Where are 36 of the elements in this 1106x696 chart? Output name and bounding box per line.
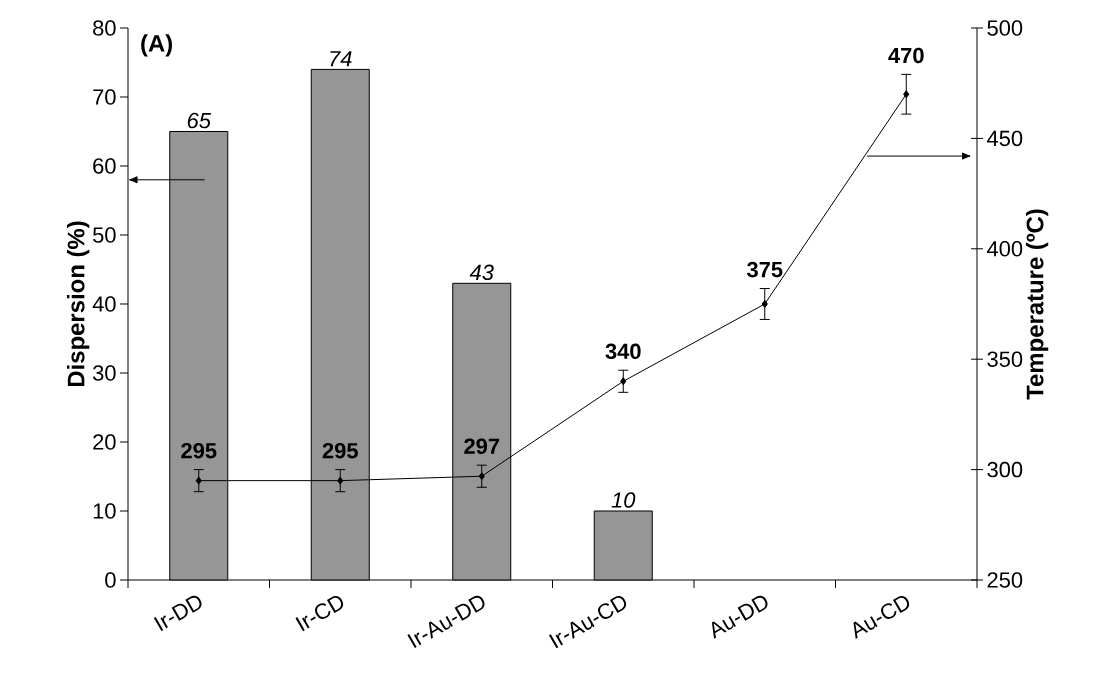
y2-tick-label: 350 — [987, 351, 1023, 367]
y2-tick-label: 400 — [987, 241, 1023, 257]
x-tick-label: Ir-CD — [295, 596, 344, 632]
data-label: 43 — [469, 264, 494, 281]
y-axis-title: Dispersion (%) — [66, 221, 90, 387]
y-tick-label: 0 — [105, 572, 116, 588]
data-label: 375 — [746, 261, 783, 278]
y-tick-label: 60 — [93, 158, 116, 174]
y-tick-label: 70 — [93, 89, 116, 105]
y2-tick-label: 450 — [987, 130, 1023, 147]
data-label: 470 — [888, 47, 924, 64]
data-label: 65 — [187, 112, 211, 129]
y-tick-label: 20 — [93, 434, 116, 450]
data-label: 295 — [181, 442, 217, 459]
y2-tick-label: 250 — [987, 572, 1023, 588]
point — [761, 300, 768, 308]
data-label: 10 — [611, 492, 636, 508]
data-label: 297 — [464, 438, 500, 455]
data-label: 74 — [330, 51, 352, 67]
annotation: (A) — [141, 34, 172, 57]
point — [337, 476, 344, 485]
y2-tick-label: 300 — [987, 461, 1023, 478]
data-label: 295 — [322, 442, 358, 459]
y-tick-label: 40 — [92, 296, 116, 312]
data-label: 340 — [605, 343, 641, 360]
point — [903, 90, 910, 99]
point — [195, 476, 202, 485]
point — [478, 472, 485, 481]
y2-tick-label: 500 — [987, 20, 1023, 36]
point — [620, 377, 627, 386]
y-tick-label: 50 — [93, 227, 116, 243]
y-tick-label: 80 — [93, 20, 116, 36]
y2-axis-title: Temperature (ºC) — [1025, 209, 1049, 400]
y-tick-label: 10 — [93, 503, 116, 519]
y-tick-label: 30 — [92, 365, 116, 381]
x-tick-label: Ir-DD — [153, 595, 202, 632]
